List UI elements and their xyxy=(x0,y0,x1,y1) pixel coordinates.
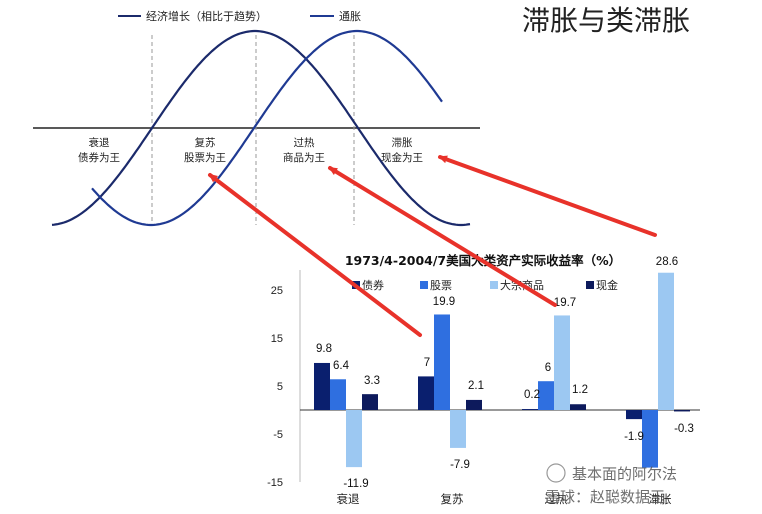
bar-chart: 1973/4-2004/7美国大类资产实际收益率（%） 债券 股票 大宗商品 现… xyxy=(267,253,701,506)
phase-name-overheat: 过热 xyxy=(294,136,315,149)
category-label: 过热 xyxy=(545,492,568,506)
watermark-line2: 雪球：赵聪数据王 xyxy=(545,488,665,506)
bar-recovery-stocks xyxy=(434,314,450,410)
legend-label-stocks: 股票 xyxy=(430,279,452,292)
bar-recession-commodities xyxy=(346,410,362,468)
bar-overheat-cash xyxy=(570,404,586,410)
phase-asset-recession: 债券为王 xyxy=(78,151,120,164)
legend-label-cash: 现金 xyxy=(596,278,618,292)
phase-labels: 衰退 债券为王 复苏 股票为王 过热 商品为王 滞胀 现金为王 xyxy=(78,136,423,164)
value-label: 9.8 xyxy=(316,343,332,355)
watermark: 基本面的阿尔法 雪球：赵聪数据王 xyxy=(545,463,677,506)
value-label: 19.9 xyxy=(433,296,455,308)
category-label: 滞胀 xyxy=(649,492,672,506)
value-label: 19.7 xyxy=(554,297,576,309)
value-label: -7.9 xyxy=(450,459,470,471)
page-title: 滞胀与类滞胀 xyxy=(522,4,690,37)
bar-group-recession xyxy=(314,362,378,468)
arrow-to-stocks xyxy=(208,173,422,337)
phase-name-recession: 衰退 xyxy=(89,136,110,149)
value-labels: 9.8 6.4 -11.9 3.3 7 19.9 -7.9 2.1 0.2 6 … xyxy=(316,256,694,490)
legend-label-inflation: 通胀 xyxy=(339,10,361,23)
bar-recession-stocks xyxy=(330,379,346,410)
bar-group-recovery xyxy=(418,314,482,448)
arrow-to-cash xyxy=(438,155,657,237)
wechat-icon xyxy=(546,463,566,483)
legend-swatch-stocks xyxy=(420,281,428,289)
legend-swatch-commodities xyxy=(490,281,498,289)
y-tick-label: -5 xyxy=(273,429,283,441)
value-label: 7 xyxy=(424,357,430,369)
bar-overheat-bonds xyxy=(522,409,538,410)
category-label: 衰退 xyxy=(337,492,360,506)
cycle-legend: 经济增长（相比于趋势） 通胀 xyxy=(118,9,361,23)
value-label: 2.1 xyxy=(468,380,484,392)
bar-group-stagflation xyxy=(626,272,690,468)
value-label: 0.2 xyxy=(524,389,540,401)
inflation-curve xyxy=(91,29,443,227)
bar-overheat-commodities xyxy=(554,315,570,410)
bar-recovery-commodities xyxy=(450,410,466,448)
bar-recession-cash xyxy=(362,394,378,410)
legend-swatch-cash xyxy=(586,281,594,289)
category-label: 复苏 xyxy=(441,492,464,506)
phase-name-recovery: 复苏 xyxy=(195,136,216,149)
value-label: -0.3 xyxy=(674,423,694,435)
growth-curve xyxy=(51,29,471,227)
bar-group-overheat xyxy=(522,315,586,410)
legend-label-growth: 经济增长（相比于趋势） xyxy=(146,9,267,23)
bar-overheat-stocks xyxy=(538,381,554,410)
value-label: 6.4 xyxy=(333,360,350,372)
bar-stagflation-commodities xyxy=(658,272,674,410)
value-label: 1.2 xyxy=(572,384,588,396)
bar-recession-bonds xyxy=(314,362,330,410)
y-tick-label: 5 xyxy=(277,381,283,393)
phase-asset-stagflation: 现金为王 xyxy=(381,151,423,164)
phase-asset-overheat: 商品为王 xyxy=(283,151,325,164)
category-labels: 衰退 复苏 过热 滞胀 xyxy=(337,492,672,506)
bar-chart-background xyxy=(296,270,701,498)
bar-stagflation-bonds xyxy=(626,410,642,420)
value-label: 3.3 xyxy=(364,375,380,387)
arrow-to-commodities xyxy=(328,166,557,307)
y-tick-label: -15 xyxy=(267,477,283,489)
value-label: 6 xyxy=(545,362,551,374)
phase-name-stagflation: 滞胀 xyxy=(392,137,413,149)
cycle-diagram: 经济增长（相比于趋势） 通胀 衰退 债券为王 复苏 股票为王 过热 商品为王 滞… xyxy=(33,9,480,227)
phase-asset-recovery: 股票为王 xyxy=(184,152,226,164)
legend-label-bonds: 债券 xyxy=(362,278,384,292)
bar-stagflation-cash xyxy=(674,410,690,412)
value-label: -11.9 xyxy=(343,478,368,490)
bar-recovery-cash xyxy=(466,399,482,410)
y-tick-label: 15 xyxy=(271,333,283,345)
watermark-line1: 基本面的阿尔法 xyxy=(572,465,677,483)
value-label: -1.9 xyxy=(624,431,644,443)
value-label: 28.6 xyxy=(656,256,678,268)
red-arrows xyxy=(208,155,657,337)
bar-recovery-bonds xyxy=(418,376,434,410)
y-tick-label: 25 xyxy=(271,285,283,297)
bar-stagflation-stocks xyxy=(642,410,658,468)
